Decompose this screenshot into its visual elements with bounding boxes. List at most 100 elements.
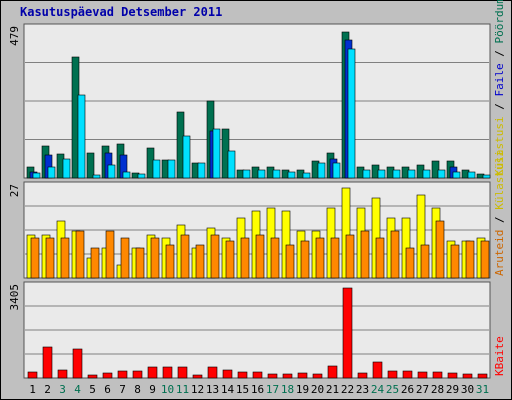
bar-bottom-kbaite-day-5 — [87, 374, 98, 379]
bar-middle-aruteid-day-17 — [270, 237, 280, 279]
bar-top-faile-day-25 — [392, 169, 401, 179]
bottom-legend: KBaite — [493, 336, 506, 376]
bar-middle-aruteid-day-13 — [210, 234, 220, 279]
bar-middle-aruteid-day-25 — [390, 230, 400, 279]
bar-middle-aruteid-day-16 — [255, 234, 265, 279]
bar-top-faile-day-17 — [272, 169, 281, 179]
bar-top-faile-day-2 — [47, 166, 56, 179]
bar-bottom-kbaite-day-8 — [132, 370, 143, 379]
x-tick-label-8: 8 — [134, 383, 141, 396]
bar-middle-aruteid-day-30 — [465, 240, 475, 279]
x-tick-label-22: 22 — [341, 383, 354, 396]
bar-middle-aruteid-day-10 — [165, 244, 175, 279]
bar-bottom-kbaite-day-1 — [27, 371, 38, 379]
bar-bottom-kbaite-day-13 — [207, 366, 218, 379]
bar-middle-aruteid-day-2 — [45, 237, 55, 279]
chart-title: Kasutuspäevad Detsember 2011 — [20, 5, 222, 19]
bar-bottom-kbaite-day-7 — [117, 370, 128, 379]
bar-top-faile-day-19 — [302, 172, 311, 179]
bar-top-faile-day-9 — [152, 159, 161, 179]
x-tick-label-23: 23 — [356, 383, 369, 396]
x-tick-label-30: 30 — [461, 383, 474, 396]
bar-bottom-kbaite-day-21 — [327, 365, 338, 379]
legend-aruteid: Aruteid — [493, 230, 506, 276]
bar-top-faile-day-29 — [452, 171, 461, 179]
bar-top-faile-day-5 — [92, 174, 101, 179]
bar-top-faile-day-26 — [407, 169, 416, 179]
bar-bottom-kbaite-day-29 — [447, 372, 458, 379]
x-tick-label-14: 14 — [221, 383, 235, 396]
bar-bottom-kbaite-day-12 — [192, 374, 203, 379]
bar-top-faile-day-31 — [482, 174, 491, 179]
x-tick-label-7: 7 — [119, 383, 126, 396]
bar-bottom-kbaite-day-3 — [57, 369, 68, 379]
x-tick-label-12: 12 — [191, 383, 204, 396]
x-tick-label-10: 10 — [161, 383, 174, 396]
bar-middle-aruteid-day-4 — [75, 230, 85, 279]
bar-bottom-kbaite-day-10 — [162, 366, 173, 379]
x-tick-label-26: 26 — [401, 383, 414, 396]
bar-top-faile-day-8 — [137, 173, 146, 179]
bar-bottom-kbaite-day-22 — [342, 287, 353, 379]
bar-bottom-kbaite-day-28 — [432, 371, 443, 379]
bar-middle-aruteid-day-6 — [105, 230, 115, 279]
bar-bottom-kbaite-day-11 — [177, 366, 188, 379]
bar-bottom-kbaite-day-6 — [102, 372, 113, 379]
bar-bottom-kbaite-day-15 — [237, 371, 248, 379]
bar-top-faile-day-28 — [437, 169, 446, 179]
middle-ymax-label: 27 — [8, 184, 21, 197]
x-tick-label-27: 27 — [416, 383, 429, 396]
bar-top-faile-day-12 — [197, 162, 206, 179]
bar-top-pöördumisi-day-5 — [86, 152, 95, 179]
bar-top-faile-day-24 — [377, 169, 386, 179]
x-tick-label-24: 24 — [371, 383, 385, 396]
bar-middle-aruteid-day-11 — [180, 234, 190, 279]
bar-bottom-kbaite-day-30 — [462, 373, 473, 379]
bar-bottom-kbaite-day-27 — [417, 371, 428, 379]
top-legend: Külastusi / Faile / Pöördumisi — [493, 0, 506, 176]
x-tick-label-28: 28 — [431, 383, 444, 396]
x-tick-label-17: 17 — [266, 383, 279, 396]
bar-middle-aruteid-day-21 — [330, 237, 340, 279]
x-tick-label-11: 11 — [176, 383, 189, 396]
bar-top-faile-day-22 — [347, 48, 356, 179]
bar-middle-aruteid-day-23 — [360, 230, 370, 279]
legend-separator: / — [493, 97, 506, 117]
bar-middle-aruteid-day-27 — [420, 244, 430, 279]
bar-middle-aruteid-day-15 — [240, 237, 250, 279]
bar-bottom-kbaite-day-9 — [147, 366, 158, 379]
x-tick-label-15: 15 — [236, 383, 249, 396]
bar-bottom-kbaite-day-31 — [477, 373, 488, 379]
x-tick-label-18: 18 — [281, 383, 294, 396]
bar-bottom-kbaite-day-25 — [387, 370, 398, 379]
bar-middle-aruteid-day-28 — [435, 220, 445, 279]
bar-top-faile-day-14 — [227, 150, 236, 179]
x-tick-label-3: 3 — [59, 383, 66, 396]
x-tick-label-9: 9 — [149, 383, 156, 396]
bar-top-faile-day-11 — [182, 135, 191, 179]
bar-top-faile-day-21 — [332, 162, 341, 179]
bar-middle-aruteid-day-29 — [450, 244, 460, 279]
x-tick-label-19: 19 — [296, 383, 309, 396]
x-tick-label-25: 25 — [386, 383, 399, 396]
bar-top-faile-day-23 — [362, 169, 371, 179]
bar-top-faile-day-10 — [167, 159, 176, 179]
bar-top-faile-day-7 — [122, 171, 131, 179]
bar-bottom-kbaite-day-16 — [252, 371, 263, 379]
bar-middle-aruteid-day-8 — [135, 247, 145, 279]
bar-middle-aruteid-day-22 — [345, 234, 355, 279]
legend-files: Faile — [493, 63, 506, 96]
bar-top-pöördumisi-day-28 — [431, 160, 440, 179]
bar-top-faile-day-18 — [287, 171, 296, 179]
x-tick-label-13: 13 — [206, 383, 219, 396]
middle-legend: Aruteid / Külastusi — [493, 150, 506, 276]
bar-middle-aruteid-day-20 — [315, 237, 325, 279]
bar-middle-aruteid-day-12 — [195, 244, 205, 279]
bar-top-faile-day-30 — [467, 171, 476, 179]
x-axis-labels: 1 2 3 4 5 6 7 8 9 10 11 12 13 14 15 16 17 18 19 20 21 22 23 24 2… — [29, 383, 489, 396]
bar-top-faile-day-20 — [317, 162, 326, 179]
x-tick-label-20: 20 — [311, 383, 324, 396]
x-tick-label-5: 5 — [89, 383, 96, 396]
legend-hits: Pöördumisi — [493, 0, 506, 44]
